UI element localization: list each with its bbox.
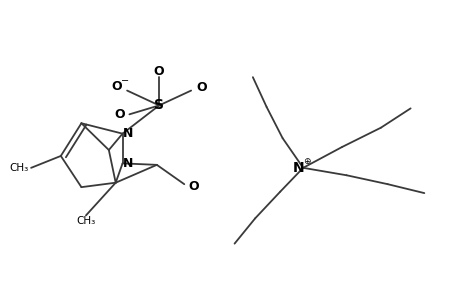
Text: CH₃: CH₃ xyxy=(10,163,29,173)
Text: S: S xyxy=(154,98,164,112)
Text: −: − xyxy=(121,76,129,86)
Text: N: N xyxy=(292,161,304,175)
Text: O: O xyxy=(196,81,206,94)
Text: CH₃: CH₃ xyxy=(76,216,95,226)
Text: O: O xyxy=(188,180,198,193)
Text: ⊕: ⊕ xyxy=(302,157,310,166)
Text: O: O xyxy=(114,108,124,121)
Text: N: N xyxy=(123,157,134,170)
Text: O: O xyxy=(112,80,122,94)
Text: N: N xyxy=(123,127,134,140)
Text: O: O xyxy=(153,65,164,78)
